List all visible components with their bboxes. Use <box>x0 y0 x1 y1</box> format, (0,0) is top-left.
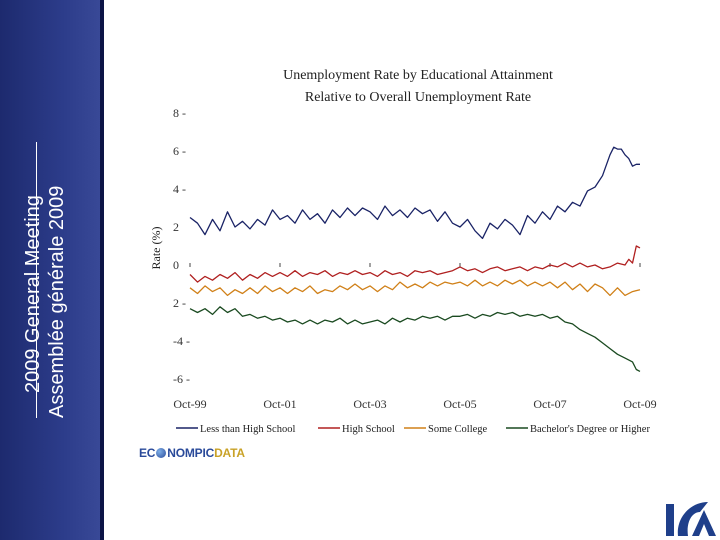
y-tick-label: -6 - <box>173 372 190 386</box>
y-axis-label: Rate (%) <box>149 227 163 270</box>
x-tick-label: Oct-99 <box>173 397 206 411</box>
x-tick-label: Oct-09 <box>623 397 656 411</box>
legend-label: Some College <box>428 424 488 435</box>
organization-logo-icon <box>666 502 716 536</box>
series-line-bachelor-s-degree-or-higher <box>189 306 641 372</box>
chart-subtitle: Relative to Overall Unemployment Rate <box>305 90 531 105</box>
economicdata-logo: EC NOMPICDATA <box>139 446 245 460</box>
globe-icon <box>156 448 167 458</box>
x-tick-label: Oct-01 <box>263 397 296 411</box>
chart-title: Unemployment Rate by Educational Attainm… <box>283 68 553 83</box>
legend-label: Bachelor's Degree or Higher <box>530 424 650 435</box>
sidebar-panel <box>0 0 104 540</box>
y-tick-label: 4 - <box>173 182 186 196</box>
y-tick-label: 2 <box>173 220 179 234</box>
y-tick-label: 8 - <box>173 106 186 120</box>
logo-text-part1: EC <box>139 446 156 460</box>
sidebar-divider <box>36 142 37 418</box>
x-tick-label: Oct-03 <box>353 397 386 411</box>
series-line-less-than-high-school <box>189 146 640 240</box>
sidebar-edge <box>100 0 104 540</box>
logo-text-part3: DATA <box>214 446 245 460</box>
legend-label: High School <box>342 424 395 435</box>
y-tick-label: 0 <box>173 258 179 272</box>
logo-text-part2: NOMPIC <box>167 446 215 460</box>
series-line-some-college <box>189 279 641 297</box>
series-line-high-school <box>189 245 641 283</box>
legend-label: Less than High School <box>200 424 295 435</box>
y-tick-label: -4 - <box>173 334 190 348</box>
y-tick-label: 2 - <box>173 296 186 310</box>
y-tick-label: 6 - <box>173 144 186 158</box>
x-tick-label: Oct-05 <box>443 397 476 411</box>
x-tick-label: Oct-07 <box>533 397 566 411</box>
